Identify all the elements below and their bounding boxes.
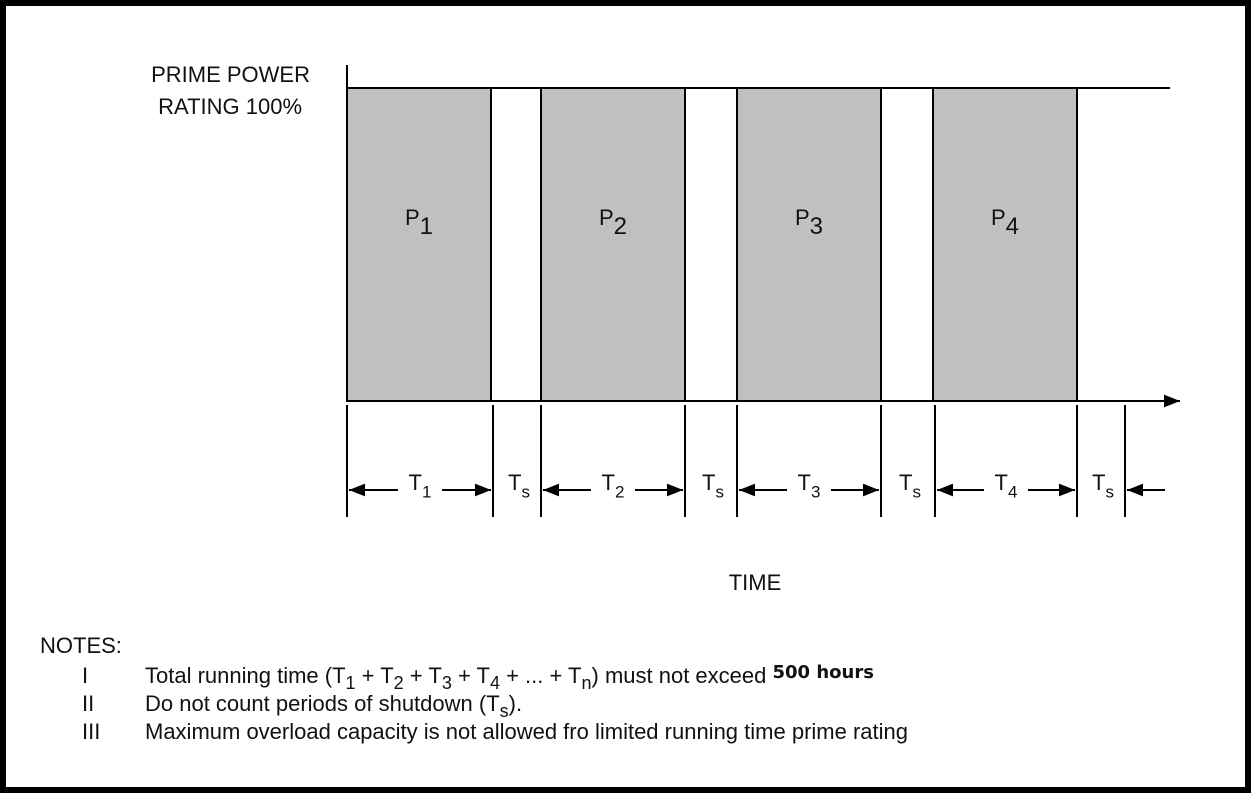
note-text: Maximum overload capacity is not allowed…	[145, 719, 908, 744]
period-label-sub: s	[521, 483, 530, 502]
x-label: TIME	[729, 570, 782, 595]
power-block	[736, 87, 882, 402]
period-label-main: T	[1092, 470, 1105, 495]
period-label: T2	[602, 470, 625, 502]
note-segment: + T	[452, 663, 490, 688]
block-label-sub: 2	[614, 213, 627, 240]
period-label: Ts	[702, 470, 724, 502]
note-text: Do not count periods of shutdown (Ts).	[145, 691, 522, 721]
note-subscript: 1	[346, 673, 356, 693]
block-label: P1	[405, 205, 433, 240]
block-label: P3	[795, 205, 823, 240]
block-label-main: P	[991, 205, 1006, 230]
period-label: T1	[409, 470, 432, 502]
note-subscript: 3	[442, 673, 452, 693]
note-segment: ) must not exceed	[592, 663, 773, 688]
note-subscript: 2	[394, 673, 404, 693]
period-label-sub: 2	[615, 483, 624, 502]
note-number: I	[82, 663, 88, 688]
block-label-sub: 3	[810, 213, 823, 240]
period-label-sub: 3	[811, 483, 820, 502]
period-label-main: T	[899, 470, 912, 495]
period-label-main: T	[409, 470, 422, 495]
note-segment: Maximum overload capacity is not allowed…	[145, 719, 908, 744]
block-label-sub: 1	[420, 213, 433, 240]
note-segment: Total running time (T	[145, 663, 346, 688]
period-label-main: T	[508, 470, 521, 495]
note-segment: + ... + T	[500, 663, 582, 688]
period-label-sub: s	[912, 483, 921, 502]
note-segment: ).	[509, 691, 522, 716]
y-label: RATING 100%	[158, 94, 302, 119]
note-number: II	[82, 691, 94, 716]
period-label-main: T	[702, 470, 715, 495]
block-label-main: P	[795, 205, 810, 230]
y-label: PRIME POWER	[151, 62, 310, 87]
block-label-main: P	[599, 205, 614, 230]
period-label-sub: 1	[422, 483, 431, 502]
block-label: P2	[599, 205, 627, 240]
note-subscript: n	[582, 673, 592, 693]
note-segment: + T	[356, 663, 394, 688]
block-label-main: P	[405, 205, 420, 230]
block-label-sub: 4	[1006, 213, 1019, 240]
period-label-sub: 4	[1008, 483, 1017, 502]
period-label-main: T	[602, 470, 615, 495]
period-label-sub: s	[715, 483, 724, 502]
block-label: P4	[991, 205, 1019, 240]
period-label: Ts	[1092, 470, 1114, 502]
note-bold: 500 hours	[773, 662, 874, 683]
note-number: III	[82, 719, 100, 744]
note-text: Total running time (T1 + T2 + T3 + T4 + …	[145, 662, 874, 693]
note-subscript: s	[500, 701, 509, 721]
power-block	[932, 87, 1078, 402]
period-label-main: T	[798, 470, 811, 495]
period-label: Ts	[508, 470, 530, 502]
note-segment: Do not count periods of shutdown (T	[145, 691, 500, 716]
period-label: T4	[995, 470, 1018, 502]
notes-title: NOTES:	[40, 633, 122, 658]
period-label-main: T	[995, 470, 1008, 495]
period-label: T3	[798, 470, 821, 502]
note-subscript: 4	[490, 673, 500, 693]
power-block	[346, 87, 492, 402]
power-block	[540, 87, 686, 402]
period-label: Ts	[899, 470, 921, 502]
note-segment: + T	[404, 663, 442, 688]
period-label-sub: s	[1105, 483, 1114, 502]
